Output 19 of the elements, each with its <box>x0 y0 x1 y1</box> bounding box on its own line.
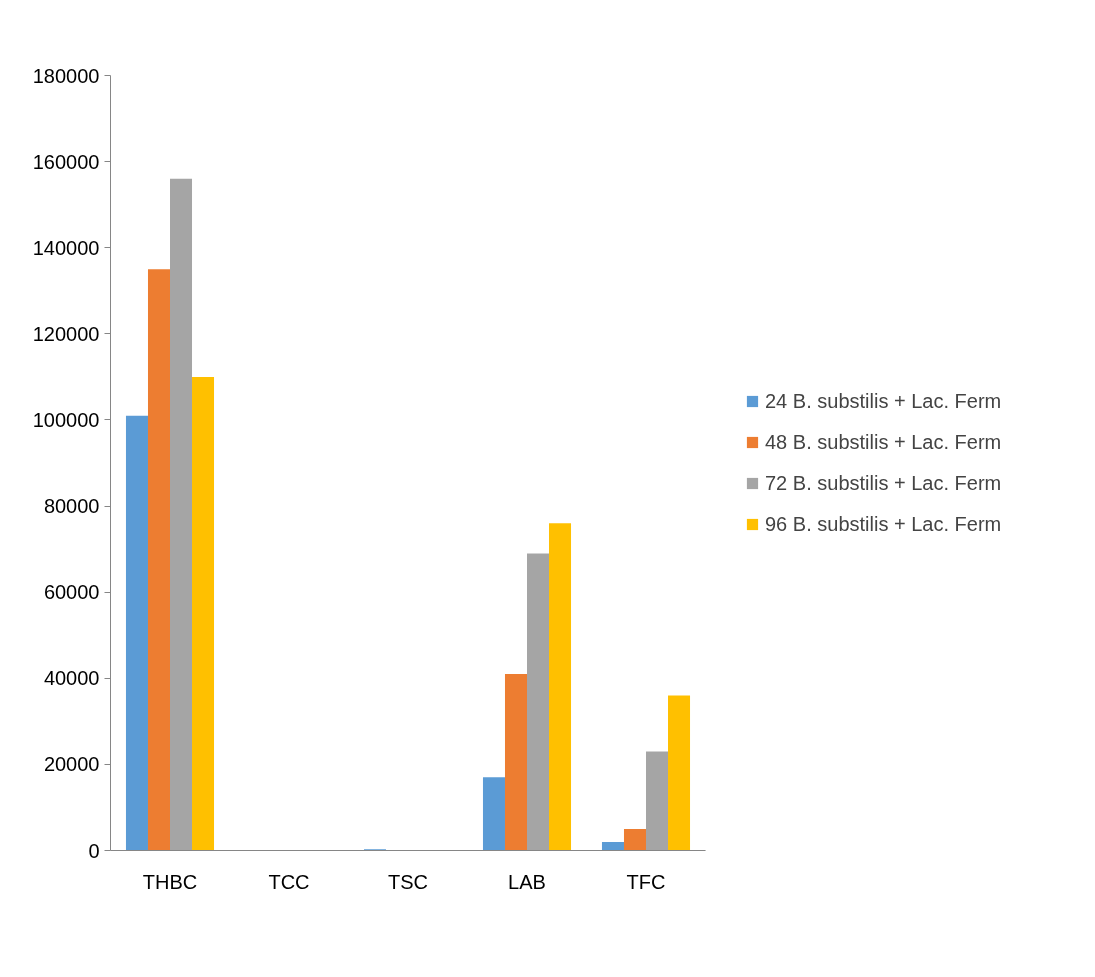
x-tick-label: THBC <box>142 870 198 893</box>
x-tick-label: LAB <box>508 870 546 893</box>
x-tick-label: TFC <box>626 870 666 893</box>
y-tick-label: 80000 <box>43 495 100 518</box>
x-tick-label: TSC <box>388 870 428 893</box>
y-tick-label: 140000 <box>32 236 100 259</box>
y-tick-label: 60000 <box>43 581 100 604</box>
y-tick-label: 40000 <box>43 667 100 690</box>
y-tick-label: 0 <box>88 839 100 862</box>
y-tick-label: 120000 <box>32 322 100 345</box>
legend-label: 48 B. substilis + Lac. Ferm <box>765 430 1002 454</box>
legend-label: 96 B. substilis + Lac. Ferm <box>765 512 1002 536</box>
y-tick-label: 20000 <box>43 753 100 776</box>
x-tick-label: TCC <box>268 870 310 893</box>
legend-label: 24 B. substilis + Lac. Ferm <box>765 389 1002 413</box>
legend-label: 72 B. substilis + Lac. Ferm <box>765 471 1002 495</box>
y-tick-label: 100000 <box>32 408 100 431</box>
y-tick-label: 180000 <box>32 64 100 87</box>
y-tick-label: 160000 <box>32 150 100 173</box>
